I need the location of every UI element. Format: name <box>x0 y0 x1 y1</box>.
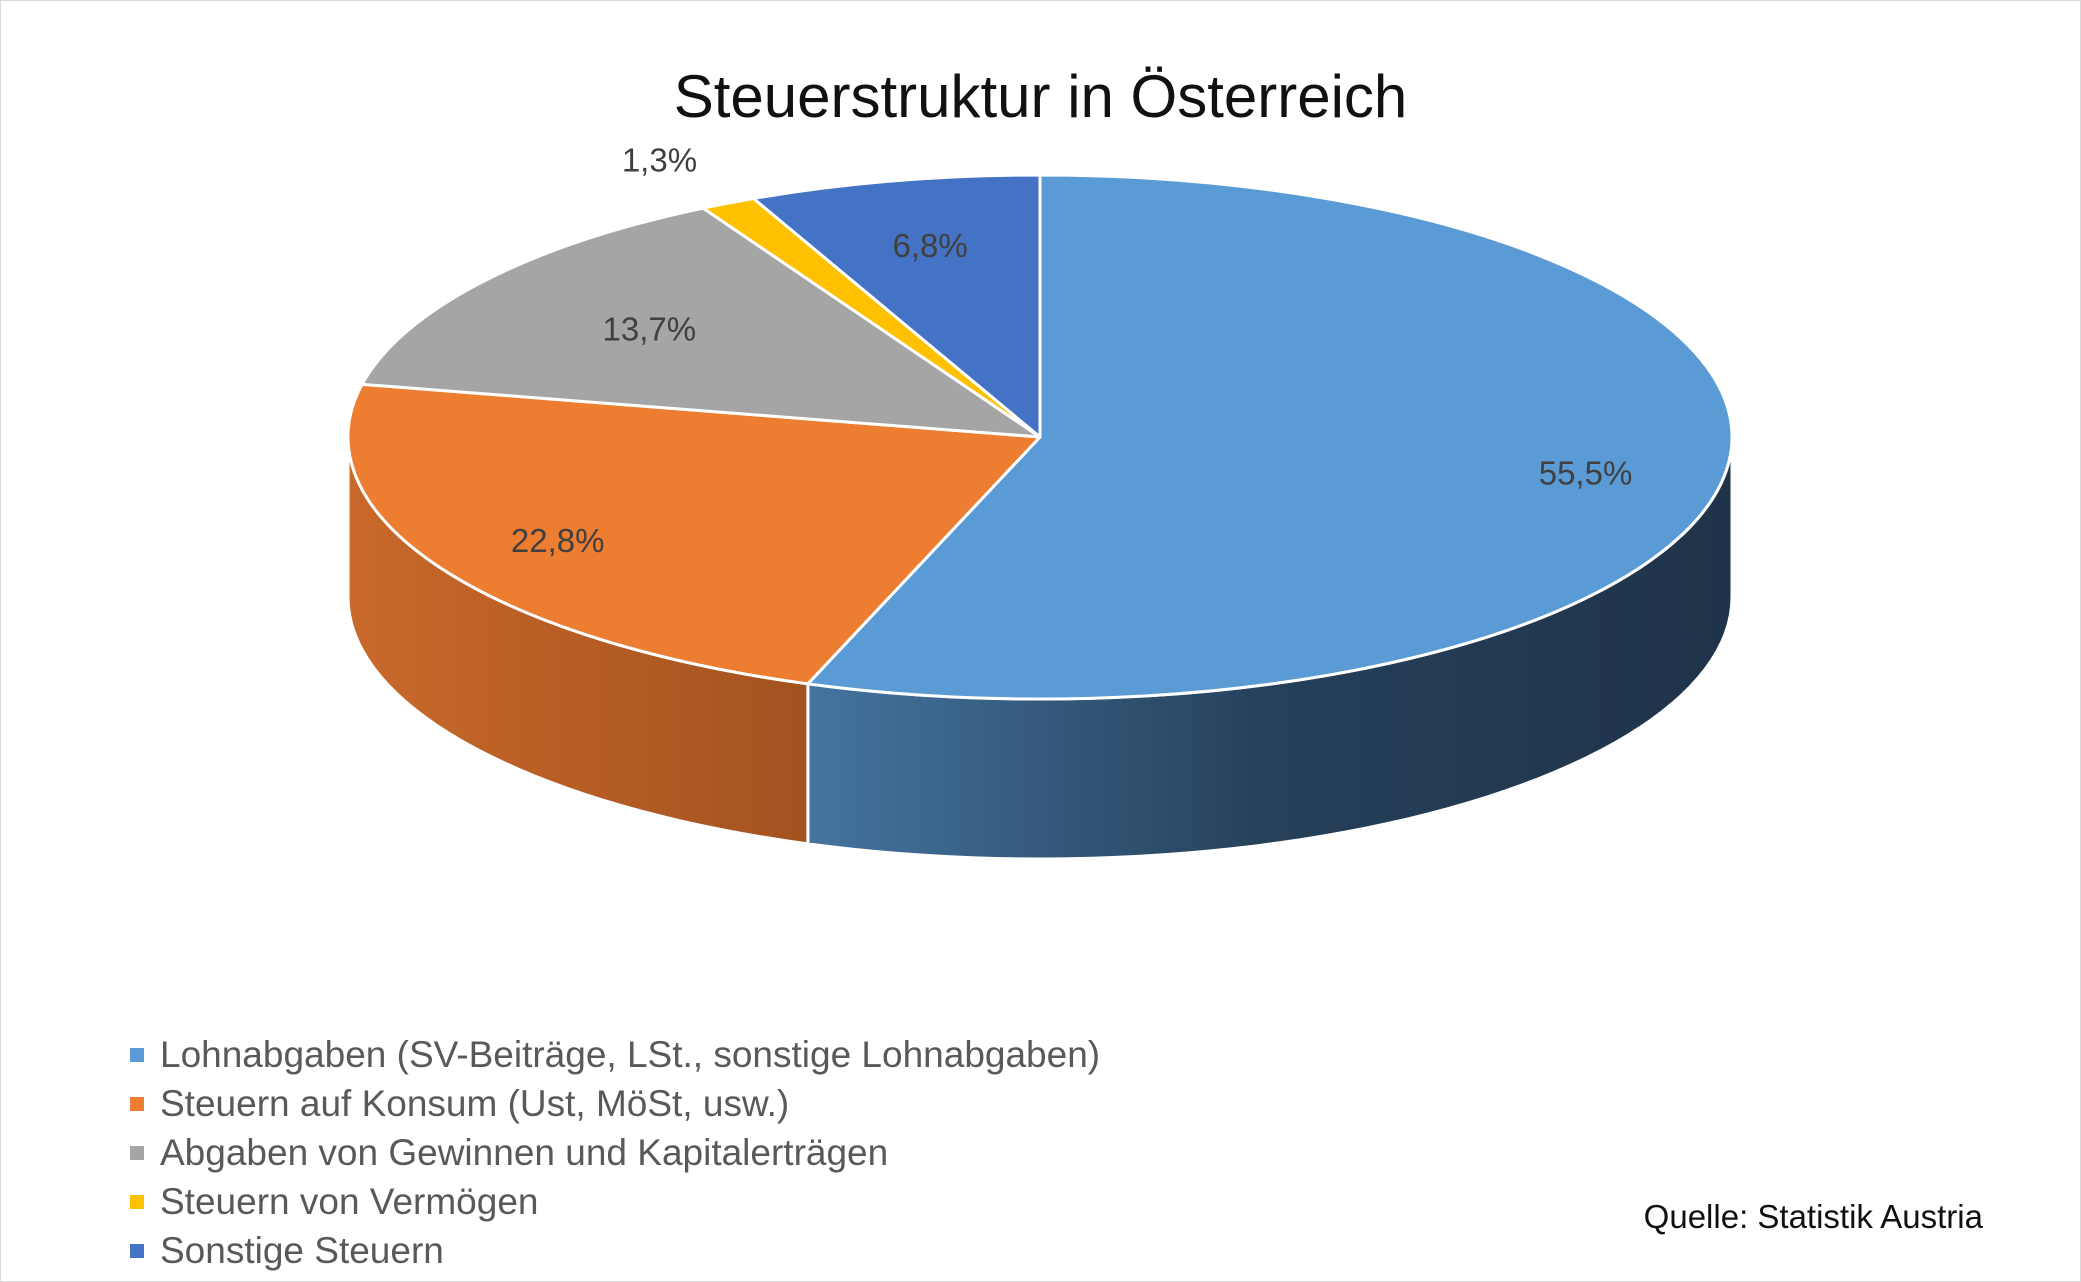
legend-item: Abgaben von Gewinnen und Kapitalerträgen <box>130 1128 1100 1177</box>
legend-label: Abgaben von Gewinnen und Kapitalerträgen <box>160 1131 889 1173</box>
legend-swatch <box>130 1096 144 1111</box>
slice-lohnabgaben-sv-beitr-ge-lst-sonstige-lohnabgaben <box>806 173 1734 701</box>
data-label-sonstige-steuern: 6,8% <box>892 227 967 264</box>
legend-swatch <box>130 1047 144 1062</box>
legend-label: Steuern von Vermögen <box>160 1180 539 1222</box>
data-label-steuern-von-verm-gen: 1,3% <box>622 142 697 179</box>
legend-swatch <box>130 1194 144 1209</box>
legend-swatch <box>130 1243 144 1258</box>
chart-title: Steuerstruktur in Österreich <box>673 63 1408 130</box>
data-label-abgaben-von-gewinnen-und-kapitalertr-gen: 13,7% <box>602 311 696 348</box>
slice-steuern-auf-konsum-ust-m-st-usw <box>346 382 1042 686</box>
chart-legend: Lohnabgaben (SV-Beiträge, LSt., sonstige… <box>130 1030 1100 1275</box>
slice-sonstige-steuern <box>752 173 1042 439</box>
legend-label: Sonstige Steuern <box>160 1229 444 1271</box>
data-label-steuern-auf-konsum-ust-m-st-usw: 22,8% <box>511 522 605 559</box>
legend-item: Steuern von Vermögen <box>130 1177 1100 1226</box>
legend-label: Lohnabgaben (SV-Beiträge, LSt., sonstige… <box>160 1033 1101 1075</box>
legend-item: Sonstige Steuern <box>130 1226 1100 1275</box>
legend-item: Steuern auf Konsum (Ust, MöSt, usw.) <box>130 1079 1100 1128</box>
legend-item: Lohnabgaben (SV-Beiträge, LSt., sonstige… <box>130 1030 1100 1079</box>
legend-swatch <box>130 1145 144 1160</box>
legend-label: Steuern auf Konsum (Ust, MöSt, usw.) <box>160 1082 790 1124</box>
source-note: Quelle: Statistik Austria <box>1643 1198 1983 1235</box>
slice-abgaben-von-gewinnen-und-kapitalertr-gen <box>360 206 1042 439</box>
data-label-lohnabgaben-sv-beitr-ge-lst-sonstige-lohnabgaben: 55,5% <box>1539 455 1633 492</box>
